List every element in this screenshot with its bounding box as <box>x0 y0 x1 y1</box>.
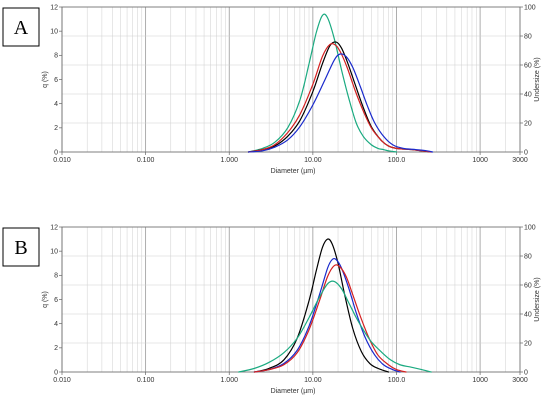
x-tick-label: 10.00 <box>304 377 322 384</box>
series-line-2 <box>253 257 401 373</box>
series-line-4 <box>247 53 434 153</box>
series-line-4 <box>238 280 432 373</box>
x-tick-label: 100.0 <box>388 157 406 164</box>
x-tick-label: 10.00 <box>304 157 322 164</box>
y-tick-label: 4 <box>54 101 58 108</box>
series-line-1 <box>247 13 398 153</box>
y2-tick-label: 60 <box>524 282 532 289</box>
y2-tick-label: 100 <box>524 224 536 231</box>
series-line-1 <box>253 238 389 373</box>
x-tick-label: 1000 <box>472 157 488 164</box>
x-tick-label: 0.010 <box>53 157 71 164</box>
panel-label-box <box>2 227 40 267</box>
y2-tick-label: 40 <box>524 91 532 98</box>
y-tick-label: 10 <box>50 249 58 256</box>
y-tick-label: 2 <box>54 345 58 352</box>
x-tick-label: 0.100 <box>137 377 155 384</box>
y-tick-label: 0 <box>54 369 58 376</box>
series-group <box>247 13 434 153</box>
y2-tick-label: 80 <box>524 253 532 260</box>
y-tick-label: 6 <box>54 77 58 84</box>
chart-panel-b: 0 2 4 6 8 10 12 0 20 40 60 80 100 0.010 0.100 1.000 10.0… <box>2 224 541 395</box>
y-tick-label: 10 <box>50 29 58 36</box>
y-tick-label: 2 <box>54 125 58 132</box>
series-group <box>238 238 432 373</box>
x-axis-label: Diameter (µm) <box>271 388 316 395</box>
panel-label: B <box>14 237 27 259</box>
series-line-3 <box>253 264 407 373</box>
series-line-3 <box>247 43 432 153</box>
y2-axis-label: Undersize (%) <box>534 57 541 101</box>
y-axis-label: q (%) <box>42 291 49 308</box>
y2-tick-label: 0 <box>524 369 528 376</box>
y2-tick-label: 80 <box>524 33 532 40</box>
x-axis-label: Diameter (µm) <box>271 168 316 175</box>
x-tick-label: 100.0 <box>388 377 406 384</box>
chart-panel-a: 0 2 4 6 8 10 12 0 20 40 60 80 100 0.010 0.100 1.000 10.0… <box>2 4 541 175</box>
y-tick-label: 4 <box>54 321 58 328</box>
y2-tick-label: 40 <box>524 311 532 318</box>
y2-tick-label: 0 <box>524 149 528 156</box>
y-axis-label: q (%) <box>42 71 49 88</box>
y2-axis-label: Undersize (%) <box>534 277 541 321</box>
x-tick-label: 1.000 <box>220 157 238 164</box>
x-tick-label: 0.100 <box>137 157 155 164</box>
x-tick-label: 1.000 <box>220 377 238 384</box>
x-tick-label: 1000 <box>472 377 488 384</box>
y-tick-label: 6 <box>54 297 58 304</box>
y2-tick-label: 20 <box>524 120 532 127</box>
y-tick-label: 12 <box>50 4 58 11</box>
y2-tick-label: 20 <box>524 340 532 347</box>
x-tick-label: 0.010 <box>53 377 71 384</box>
panel-label: A <box>14 17 29 39</box>
plot-area <box>62 227 520 372</box>
panel-label-box <box>2 7 40 47</box>
y-tick-label: 12 <box>50 224 58 231</box>
x-tick-label: 3000 <box>512 157 528 164</box>
y-tick-label: 8 <box>54 53 58 60</box>
x-tick-label: 3000 <box>512 377 528 384</box>
plot-area <box>62 7 520 152</box>
y-tick-label: 0 <box>54 149 58 156</box>
y-tick-label: 8 <box>54 273 58 280</box>
grid <box>61 226 521 373</box>
y2-tick-label: 100 <box>524 4 536 11</box>
y2-tick-label: 60 <box>524 62 532 69</box>
